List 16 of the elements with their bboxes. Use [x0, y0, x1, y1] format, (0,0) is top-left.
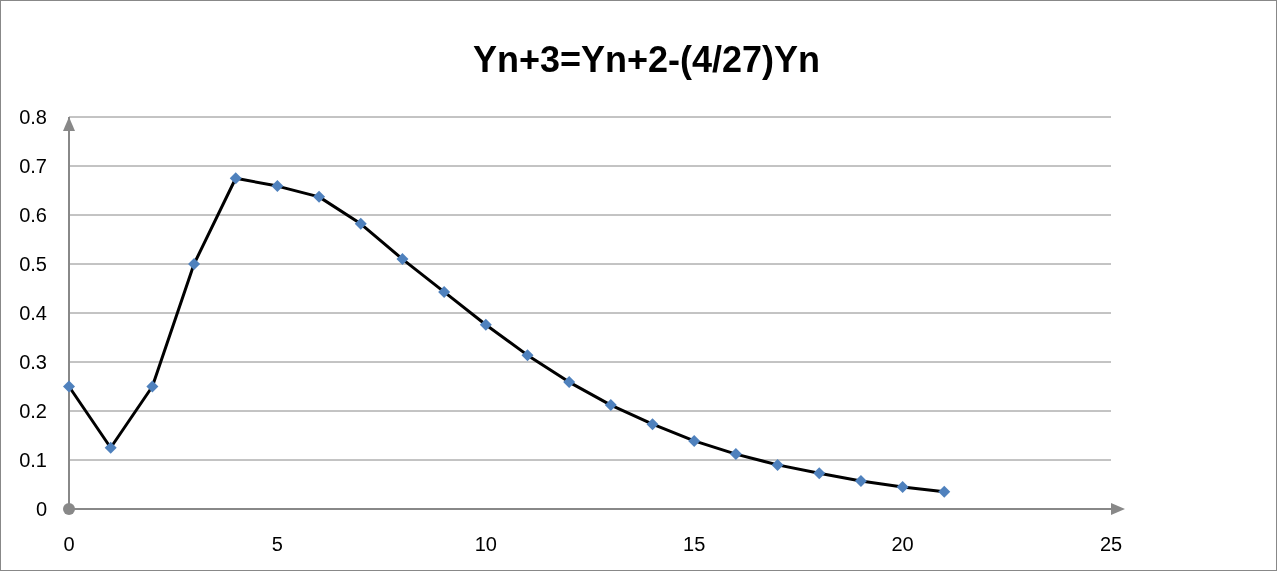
x-tick-label: 20	[891, 533, 914, 555]
y-tick-label: 0.8	[19, 106, 47, 128]
y-tick-label: 0	[35, 498, 47, 520]
chart-title: Yn+3=Yn+2-(4/27)Yn	[472, 39, 821, 80]
y-tick-label: 0.7	[19, 155, 47, 177]
y-tick-label: 0.1	[19, 449, 47, 471]
x-tick-label: 25	[1099, 533, 1123, 555]
x-tick-label: 10	[474, 533, 497, 555]
x-tick-label: 5	[271, 533, 283, 555]
x-tick-label: 15	[683, 533, 706, 555]
y-tick-label: 0.5	[19, 253, 47, 275]
x-tick-label: 0	[63, 533, 75, 555]
y-tick-label: 0.6	[19, 204, 47, 226]
y-tick-label: 0.2	[19, 400, 47, 422]
y-tick-label: 0.4	[19, 302, 47, 324]
y-tick-label: 0.3	[19, 351, 47, 373]
